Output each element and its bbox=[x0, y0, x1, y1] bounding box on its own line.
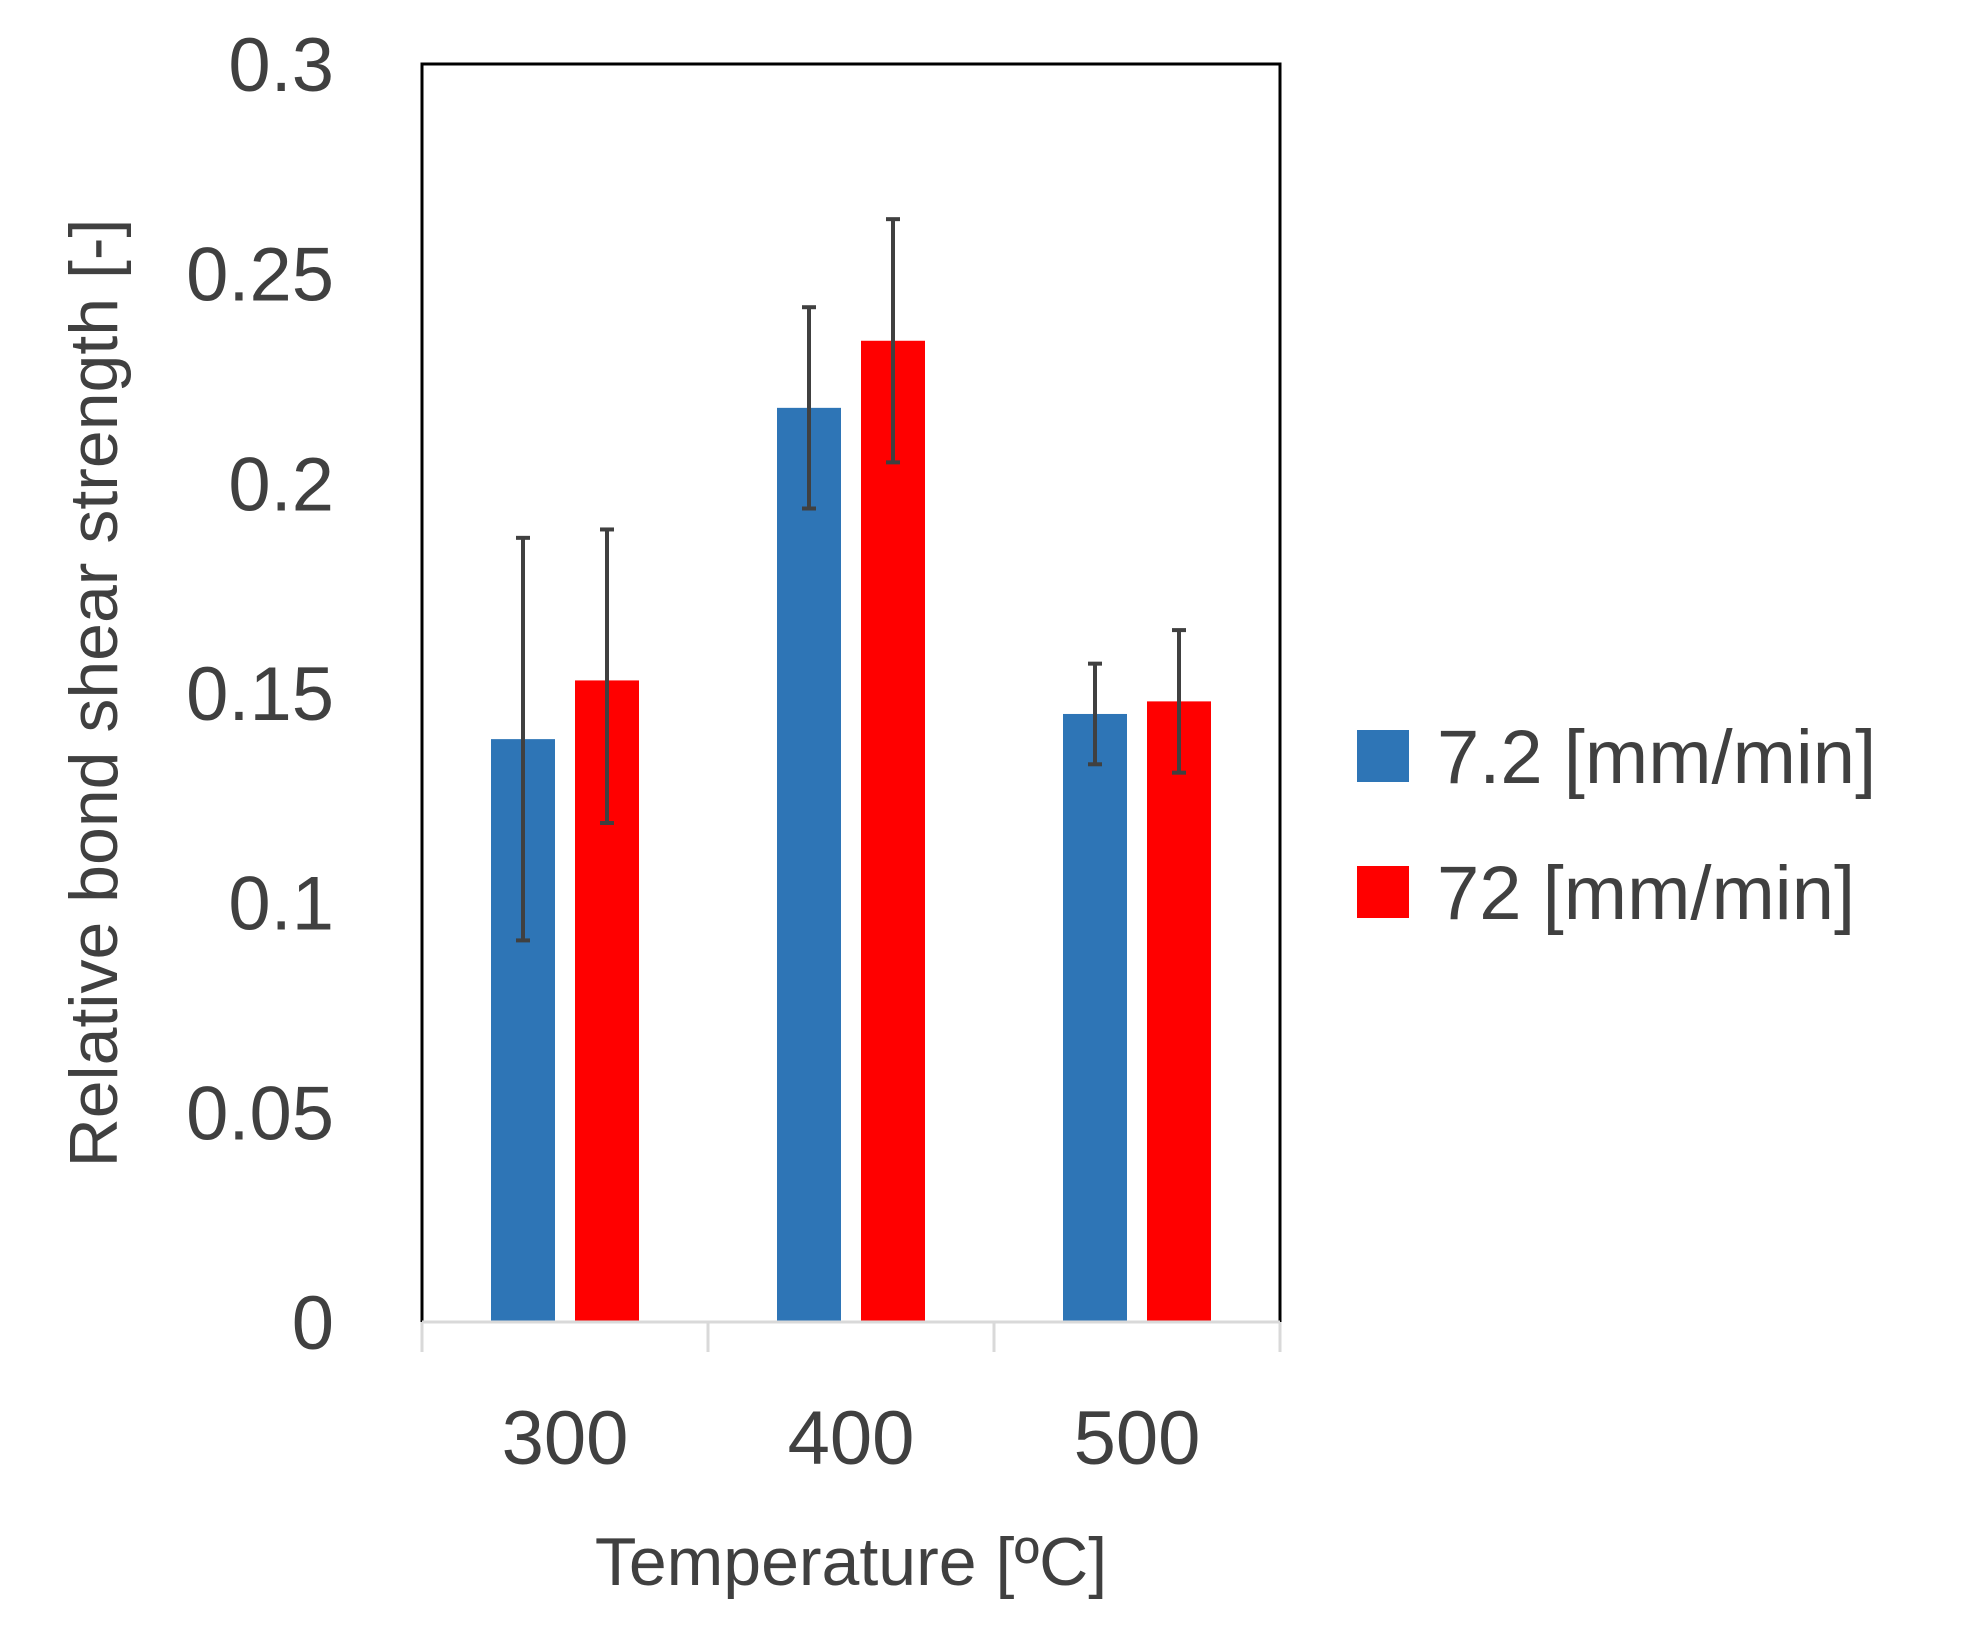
y-tick-label-0.25: 0.25 bbox=[186, 233, 334, 318]
x-tick-label-500: 500 bbox=[1074, 1396, 1201, 1481]
y-tick-label-0.3: 0.3 bbox=[228, 23, 334, 108]
y-tick-label-0.05: 0.05 bbox=[186, 1071, 334, 1156]
bar-500-series-1 bbox=[1063, 713, 1127, 1322]
y-tick-label-0.1: 0.1 bbox=[228, 862, 334, 947]
legend-label-series-1: 7.2 [mm/min] bbox=[1437, 715, 1876, 800]
legend-label-series-2: 72 [mm/min] bbox=[1437, 851, 1855, 936]
y-tick-label-0.2: 0.2 bbox=[228, 442, 334, 527]
bar-400-series-2 bbox=[861, 340, 925, 1322]
x-axis-title: Temperature [ºC] bbox=[595, 1524, 1107, 1600]
legend-swatch-series-2 bbox=[1357, 866, 1409, 918]
y-axis: 0 0.05 0.1 0.15 0.2 0.25 0.3 bbox=[186, 23, 334, 1366]
error-bars-layer bbox=[516, 217, 1186, 943]
bar-500-series-2 bbox=[1147, 701, 1211, 1322]
y-tick-label-0: 0 bbox=[292, 1281, 334, 1366]
y-tick-label-0.15: 0.15 bbox=[186, 652, 334, 737]
y-axis-title: Relative bond shear strength [-] bbox=[56, 219, 132, 1168]
legend-swatch-series-1 bbox=[1357, 730, 1409, 782]
x-tick-label-300: 300 bbox=[502, 1396, 629, 1481]
x-axis: 300 400 500 bbox=[420, 1320, 1282, 1481]
bars-layer bbox=[491, 340, 1211, 1322]
legend: 7.2 [mm/min] 72 [mm/min] bbox=[1357, 715, 1876, 936]
x-tick-label-400: 400 bbox=[788, 1396, 915, 1481]
bar-400-series-1 bbox=[777, 407, 841, 1322]
